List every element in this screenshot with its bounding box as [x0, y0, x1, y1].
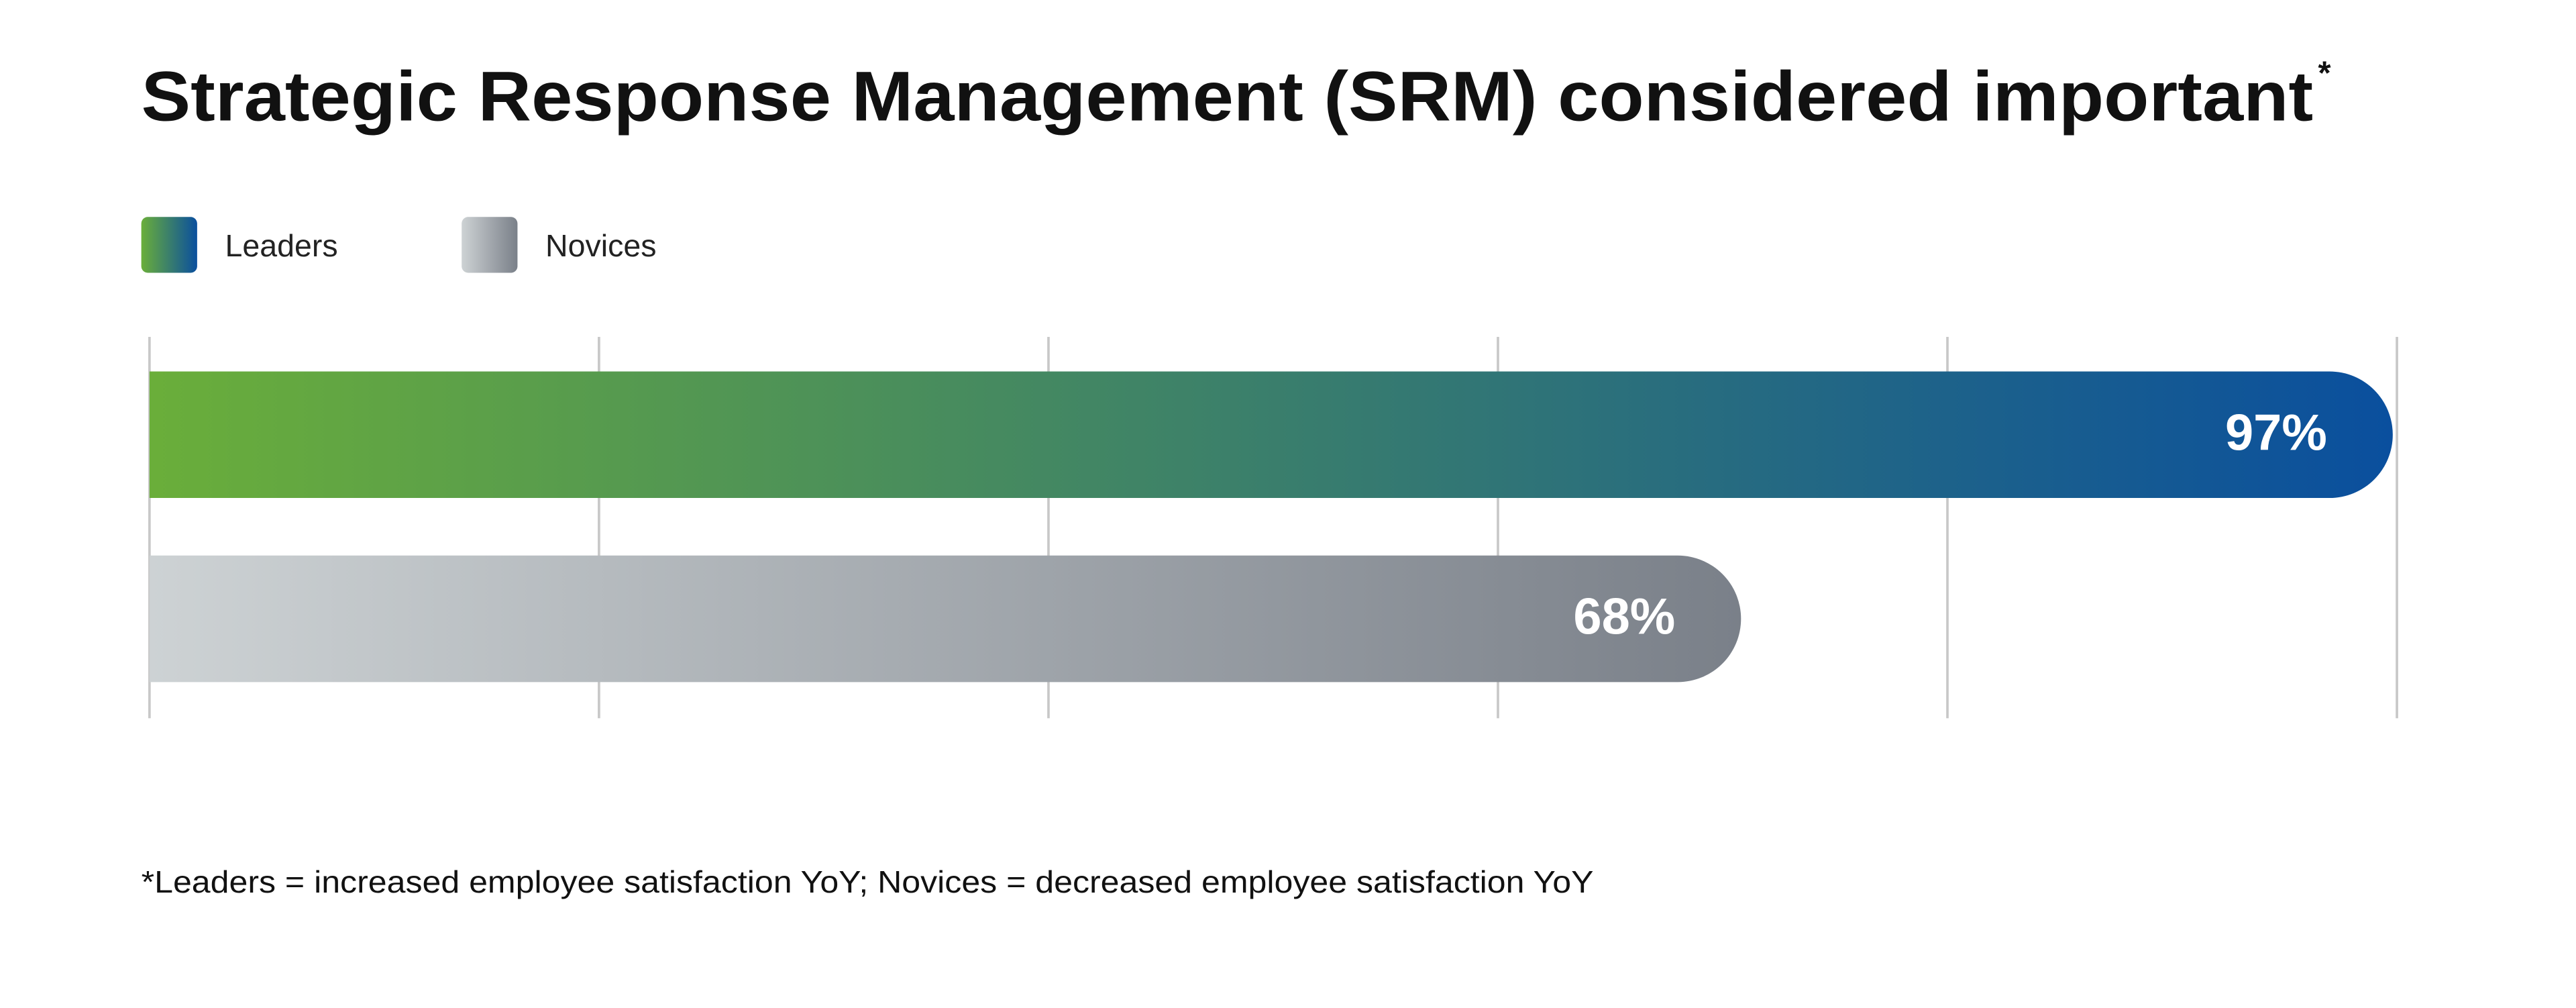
value-label: 97% — [2225, 404, 2327, 461]
legend-swatch — [141, 217, 197, 273]
value-label: 68% — [1573, 589, 1675, 646]
footnote: *Leaders = increased employee satisfacti… — [142, 864, 1594, 899]
title-mark: * — [2318, 56, 2332, 92]
legend-label: Novices — [545, 228, 656, 263]
bar — [149, 371, 2393, 499]
bar — [149, 555, 1741, 683]
legend-label: Leaders — [225, 228, 338, 263]
chart-title: Strategic Response Management (SRM) cons… — [142, 58, 2314, 136]
legend-swatch — [462, 217, 518, 273]
